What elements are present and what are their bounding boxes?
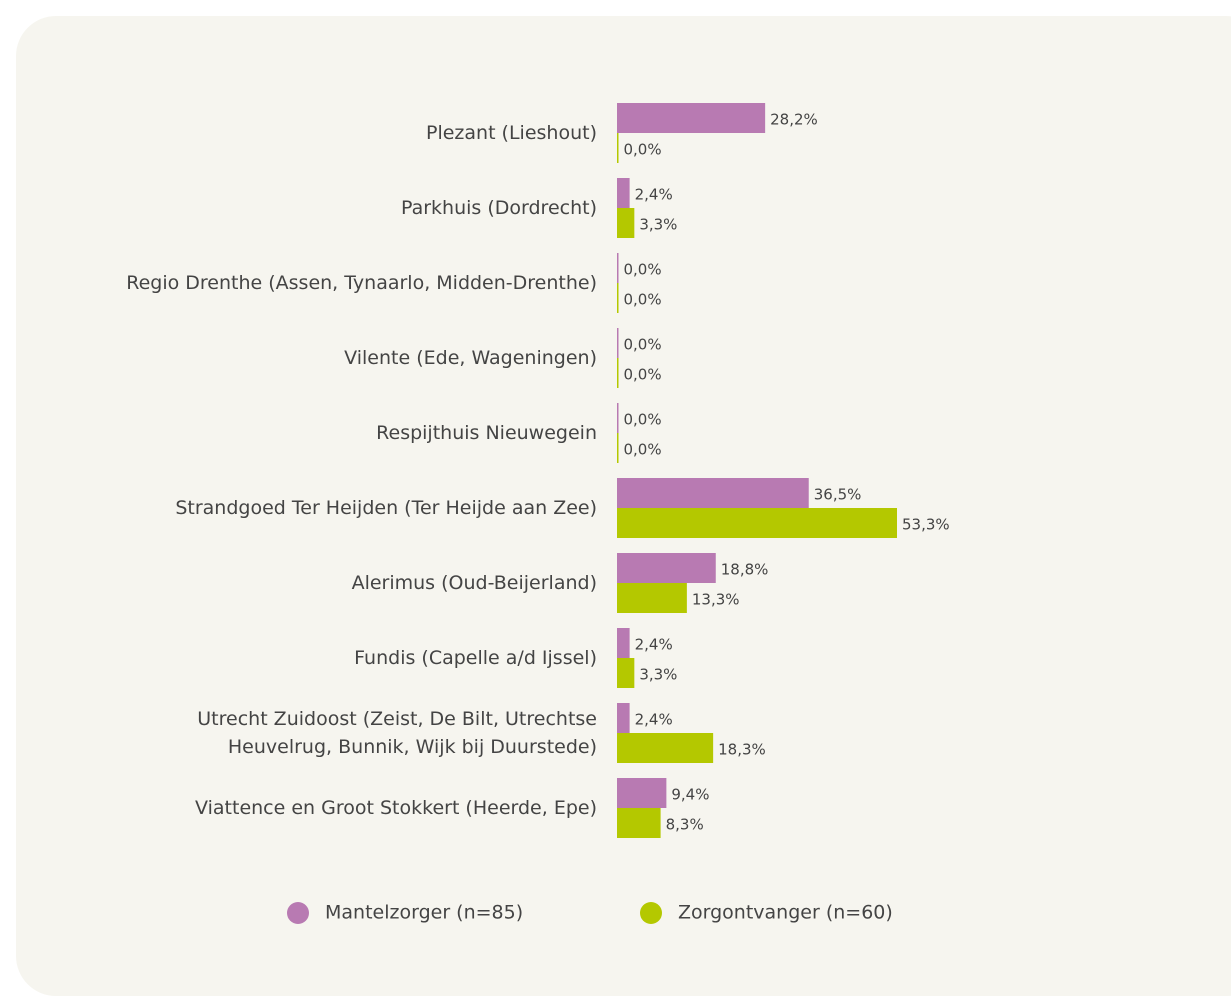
category-label: Vilente (Ede, Wageningen) [344, 347, 597, 369]
category-label: Regio Drenthe (Assen, Tynaarlo, Midden-D… [126, 272, 597, 294]
bar [617, 553, 716, 583]
value-label: 8,3% [666, 816, 704, 834]
bar [617, 433, 619, 463]
value-label: 0,0% [624, 141, 662, 159]
legend-label: Zorgontvanger (n=60) [678, 902, 893, 924]
bar [617, 508, 897, 538]
value-label: 2,4% [635, 711, 673, 729]
bar [617, 583, 687, 613]
value-label: 0,0% [624, 261, 662, 279]
category-label: Plezant (Lieshout) [425, 122, 597, 144]
legend-marker [640, 902, 662, 924]
value-label: 2,4% [635, 636, 673, 654]
bar [617, 133, 619, 163]
value-label: 36,5% [814, 486, 862, 504]
bar [617, 628, 630, 658]
bar [617, 328, 619, 358]
value-label: 3,3% [639, 666, 677, 684]
category-label: Alerimus (Oud-Beijerland) [351, 572, 597, 594]
value-label: 2,4% [635, 186, 673, 204]
bar [617, 358, 619, 388]
bar [617, 478, 809, 508]
category-label: Respijthuis Nieuwegein [376, 422, 597, 444]
value-label: 53,3% [902, 516, 950, 534]
value-label: 28,2% [770, 111, 818, 129]
value-label: 9,4% [671, 786, 709, 804]
category-label: Utrecht Zuidoost (Zeist, De Bilt, Utrech… [197, 708, 597, 758]
value-label: 13,3% [692, 591, 740, 609]
value-label: 0,0% [624, 291, 662, 309]
value-label: 0,0% [624, 411, 662, 429]
bar [617, 178, 630, 208]
bar [617, 658, 635, 688]
category-label: Strandgoed Ter Heijden (Ter Heijde aan Z… [175, 497, 597, 519]
bar [617, 403, 619, 433]
bar [617, 808, 661, 838]
value-label: 0,0% [624, 441, 662, 459]
value-label: 18,3% [718, 741, 766, 759]
category-label: Parkhuis (Dordrecht) [400, 197, 597, 219]
bar [617, 778, 667, 808]
category-label: Viattence en Groot Stokkert (Heerde, Epe… [195, 797, 597, 819]
value-label: 18,8% [721, 561, 769, 579]
bar [617, 283, 619, 313]
value-label: 3,3% [639, 216, 677, 234]
value-label: 0,0% [624, 366, 662, 384]
legend-marker [287, 902, 309, 924]
bar [617, 253, 619, 283]
bar [617, 103, 766, 133]
bar [617, 733, 714, 763]
bar [617, 208, 635, 238]
value-label: 0,0% [624, 336, 662, 354]
bar [617, 703, 630, 733]
category-label: Fundis (Capelle a/d Ijssel) [354, 647, 597, 669]
legend-label: Mantelzorger (n=85) [325, 902, 523, 924]
